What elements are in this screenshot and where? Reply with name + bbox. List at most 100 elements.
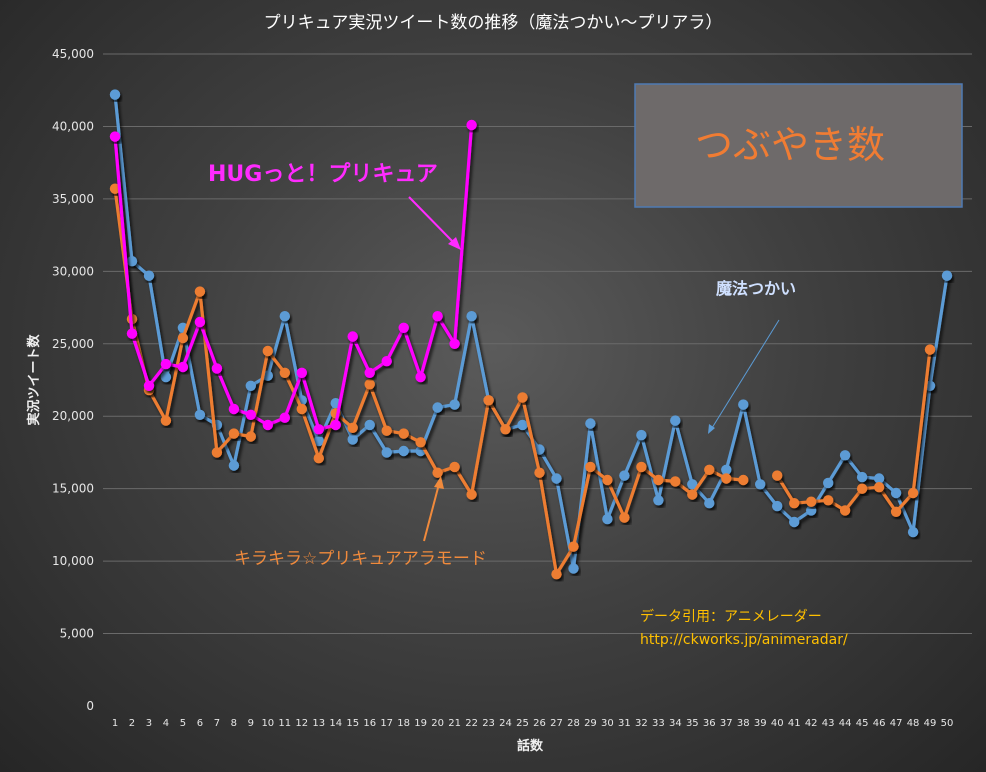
legend-box xyxy=(634,83,963,208)
data-point xyxy=(126,328,138,339)
credit-line-1: データ引用：アニメレーダー xyxy=(640,608,822,625)
data-point xyxy=(924,344,936,355)
data-point xyxy=(177,332,189,344)
data-point xyxy=(296,403,307,415)
data-point xyxy=(907,487,919,499)
y-tick-label: 25,000 xyxy=(52,337,94,351)
annotation-hug-arrow xyxy=(408,196,456,245)
series-1 xyxy=(109,183,936,580)
x-tick-label: 43 xyxy=(822,718,835,729)
data-point xyxy=(772,500,783,512)
data-point xyxy=(873,473,885,484)
data-point xyxy=(262,370,273,381)
data-point xyxy=(721,464,732,475)
x-tick-label: 23 xyxy=(482,718,495,729)
annotation-hug-arrowhead xyxy=(448,237,461,250)
data-point xyxy=(228,428,240,439)
data-point xyxy=(245,380,256,391)
credit-line-2: http://ckworks.jp/animeradar/ xyxy=(640,632,848,648)
data-point xyxy=(194,286,206,297)
data-point xyxy=(126,256,138,267)
x-tick-label: 16 xyxy=(363,718,376,729)
data-point xyxy=(398,445,409,457)
y-tick-label: 10,000 xyxy=(52,554,94,568)
x-tick-label: 45 xyxy=(856,718,869,729)
data-point xyxy=(449,338,460,349)
x-tick-label: 19 xyxy=(414,718,427,729)
data-point xyxy=(432,402,443,413)
data-point xyxy=(517,419,528,431)
data-point xyxy=(687,479,698,490)
data-point xyxy=(856,471,868,483)
x-tick-label: 17 xyxy=(380,718,393,729)
data-point xyxy=(670,476,681,487)
x-tick-label: 4 xyxy=(163,718,169,729)
data-point xyxy=(466,119,477,131)
x-tick-label: 50 xyxy=(941,718,954,729)
x-tick-label: 15 xyxy=(346,718,359,729)
data-point xyxy=(551,569,562,580)
x-tick-label: 14 xyxy=(329,718,342,729)
x-tick-label: 48 xyxy=(907,718,920,729)
data-point xyxy=(381,447,392,458)
x-tick-label: 7 xyxy=(214,718,220,729)
data-point xyxy=(551,473,562,484)
data-point xyxy=(262,345,273,357)
x-tick-label: 20 xyxy=(431,718,444,729)
annotation-hug: HUGっと！プリキュア xyxy=(208,162,438,187)
x-tick-label: 24 xyxy=(499,718,512,729)
annotation-kirakira-arrowhead xyxy=(434,476,444,489)
y-tick-label: 45,000 xyxy=(52,47,94,61)
data-point xyxy=(347,422,358,433)
x-tick-label: 39 xyxy=(754,718,767,729)
x-tick-label: 34 xyxy=(669,718,682,729)
data-point xyxy=(160,415,172,426)
data-point xyxy=(194,316,206,328)
data-point xyxy=(602,474,613,486)
x-tick-label: 27 xyxy=(550,718,563,729)
data-point xyxy=(364,367,375,378)
data-point xyxy=(262,419,273,431)
annotation-kirakira-arrow xyxy=(423,483,440,542)
data-point xyxy=(738,474,749,486)
data-point xyxy=(755,479,766,490)
data-point xyxy=(279,412,290,423)
data-point xyxy=(347,434,358,445)
data-point xyxy=(381,425,392,436)
data-point xyxy=(211,363,223,374)
x-axis-label: 話数 xyxy=(517,738,544,754)
data-point xyxy=(839,505,851,516)
x-tick-label: 13 xyxy=(312,718,325,729)
data-point xyxy=(500,424,511,435)
x-axis-ticks: 1 2 3 4 5 6 7 8 9 10 11 12 13 14 15 16 17 18 19 20 21 22 23 24 2… xyxy=(112,718,954,729)
data-point xyxy=(415,437,426,448)
data-point xyxy=(313,424,324,435)
data-point xyxy=(823,477,834,489)
data-point xyxy=(823,495,834,506)
data-point xyxy=(568,541,579,552)
data-point xyxy=(279,311,290,322)
x-tick-label: 46 xyxy=(873,718,886,729)
series-group xyxy=(109,89,953,580)
data-point xyxy=(534,444,545,455)
x-tick-label: 25 xyxy=(516,718,529,729)
annotation-kirakira: キラキラ☆プリキュアアラモード xyxy=(234,549,487,569)
data-point xyxy=(806,505,817,516)
data-point xyxy=(143,380,155,391)
data-point xyxy=(279,367,290,378)
data-point xyxy=(839,450,851,461)
x-tick-label: 42 xyxy=(805,718,818,729)
data-point xyxy=(602,513,613,525)
data-point xyxy=(109,131,121,142)
y-tick-label: 0 xyxy=(86,699,94,713)
annotation-mahou-arrowhead xyxy=(708,424,715,434)
x-tick-label: 32 xyxy=(635,718,648,729)
data-point xyxy=(313,453,324,464)
data-point xyxy=(194,409,206,420)
data-point xyxy=(109,89,121,100)
data-point xyxy=(160,371,172,383)
data-point xyxy=(856,483,868,494)
x-tick-label: 1 xyxy=(112,718,118,729)
